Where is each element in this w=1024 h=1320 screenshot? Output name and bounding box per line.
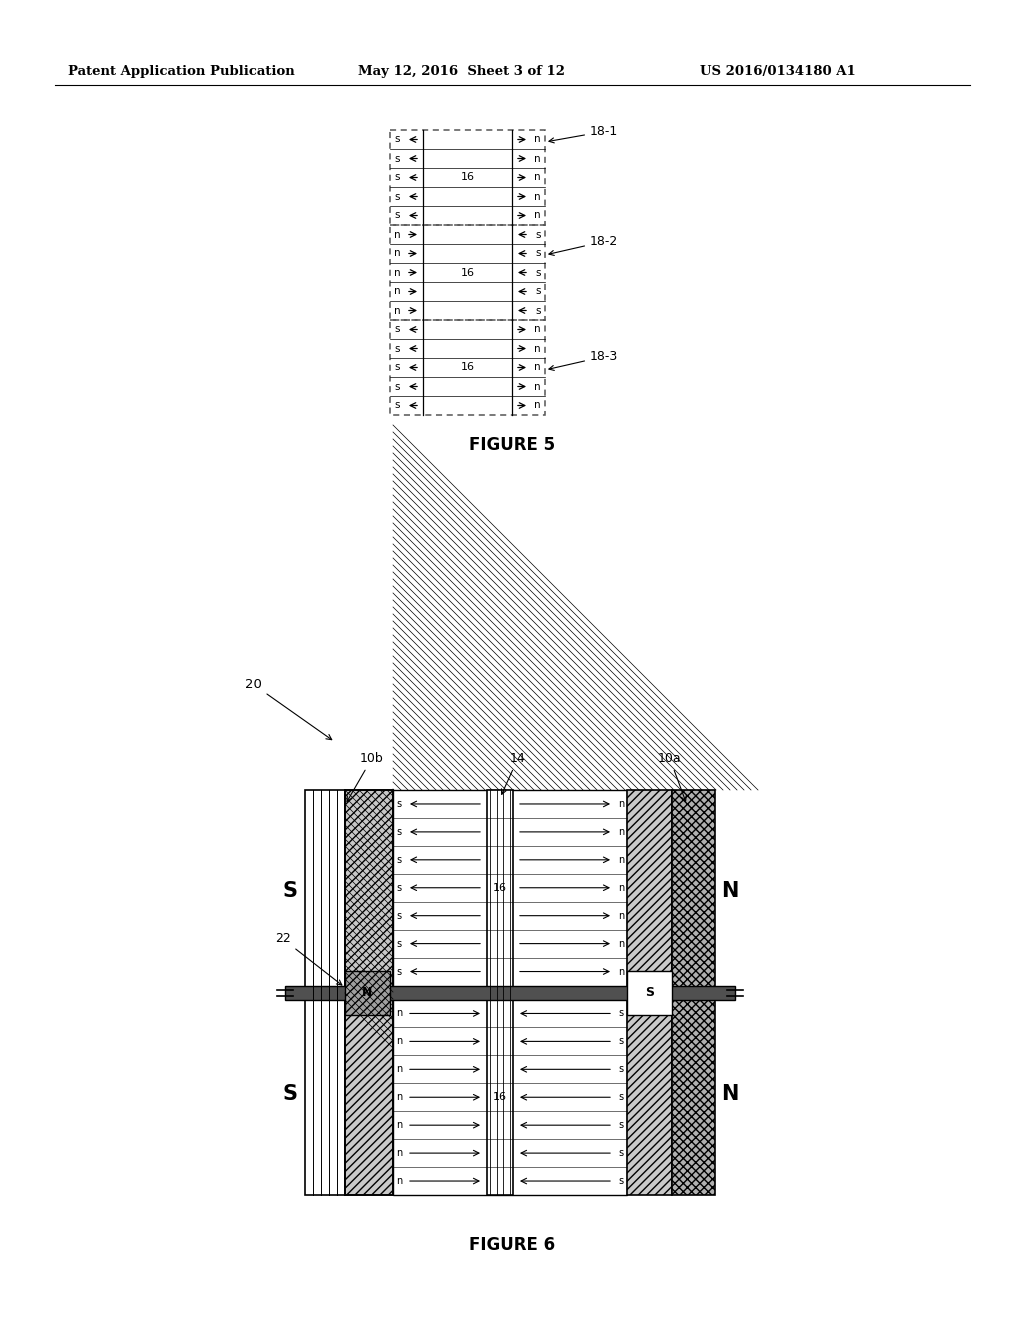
Bar xyxy=(393,789,627,1195)
Text: 18-1: 18-1 xyxy=(549,125,618,143)
Text: 20: 20 xyxy=(245,678,332,739)
Text: n: n xyxy=(396,1008,402,1019)
Text: 16: 16 xyxy=(493,883,507,892)
Text: US 2016/0134180 A1: US 2016/0134180 A1 xyxy=(700,66,856,78)
Text: s: s xyxy=(536,230,541,239)
Text: n: n xyxy=(396,1036,402,1047)
Text: n: n xyxy=(535,210,541,220)
Text: FIGURE 6: FIGURE 6 xyxy=(469,1236,555,1254)
Text: s: s xyxy=(396,883,401,892)
Text: s: s xyxy=(396,855,401,865)
Text: s: s xyxy=(394,363,399,372)
Text: n: n xyxy=(535,191,541,202)
Text: n: n xyxy=(394,305,400,315)
Text: 16: 16 xyxy=(461,268,474,277)
Text: s: s xyxy=(618,1121,624,1130)
Bar xyxy=(345,789,393,1195)
Text: s: s xyxy=(394,173,399,182)
Text: n: n xyxy=(394,268,400,277)
Text: 16: 16 xyxy=(461,173,474,182)
Text: N: N xyxy=(721,1084,738,1104)
Text: n: n xyxy=(396,1176,402,1187)
Text: S: S xyxy=(283,882,298,902)
Text: n: n xyxy=(617,855,624,865)
Text: 18-3: 18-3 xyxy=(549,350,618,371)
Text: s: s xyxy=(394,381,399,392)
Text: s: s xyxy=(394,210,399,220)
Text: n: n xyxy=(396,1092,402,1102)
Text: s: s xyxy=(396,799,401,809)
Text: s: s xyxy=(396,911,401,920)
Text: n: n xyxy=(535,325,541,334)
Text: s: s xyxy=(394,135,399,144)
Text: 10a: 10a xyxy=(658,752,686,801)
Text: S: S xyxy=(645,986,654,999)
Text: N: N xyxy=(362,986,373,999)
Text: s: s xyxy=(618,1092,624,1102)
Text: S: S xyxy=(283,1084,298,1104)
Text: n: n xyxy=(535,343,541,354)
Text: n: n xyxy=(535,363,541,372)
Text: 22: 22 xyxy=(275,932,342,985)
Text: s: s xyxy=(396,939,401,949)
Text: n: n xyxy=(617,939,624,949)
Text: s: s xyxy=(618,1008,624,1019)
Text: n: n xyxy=(617,799,624,809)
Text: n: n xyxy=(394,230,400,239)
Text: 16: 16 xyxy=(493,1092,507,1102)
Text: n: n xyxy=(394,248,400,259)
Text: n: n xyxy=(396,1121,402,1130)
Text: n: n xyxy=(394,286,400,297)
Text: n: n xyxy=(535,173,541,182)
Bar xyxy=(627,789,672,1195)
Bar xyxy=(345,789,393,1195)
Bar xyxy=(672,789,715,1195)
Text: n: n xyxy=(617,826,624,837)
Text: s: s xyxy=(394,153,399,164)
Text: s: s xyxy=(618,1064,624,1074)
Text: n: n xyxy=(535,153,541,164)
Text: n: n xyxy=(617,883,624,892)
Text: s: s xyxy=(396,966,401,977)
Text: s: s xyxy=(394,343,399,354)
Bar xyxy=(345,970,390,1015)
Bar xyxy=(305,789,345,1195)
Text: 14: 14 xyxy=(502,752,525,795)
Text: n: n xyxy=(535,135,541,144)
Text: Patent Application Publication: Patent Application Publication xyxy=(68,66,295,78)
Bar xyxy=(487,789,513,1195)
Text: s: s xyxy=(618,1148,624,1158)
Text: s: s xyxy=(536,248,541,259)
Text: n: n xyxy=(396,1148,402,1158)
Text: n: n xyxy=(535,400,541,411)
Text: s: s xyxy=(536,305,541,315)
Text: s: s xyxy=(394,400,399,411)
Text: FIGURE 5: FIGURE 5 xyxy=(469,436,555,454)
Text: s: s xyxy=(618,1176,624,1187)
Text: s: s xyxy=(396,826,401,837)
Text: May 12, 2016  Sheet 3 of 12: May 12, 2016 Sheet 3 of 12 xyxy=(358,66,565,78)
Text: N: N xyxy=(721,882,738,902)
Text: s: s xyxy=(394,325,399,334)
Text: n: n xyxy=(617,911,624,920)
Text: s: s xyxy=(618,1036,624,1047)
Text: s: s xyxy=(536,286,541,297)
Text: n: n xyxy=(535,381,541,392)
Bar xyxy=(285,986,735,999)
Text: s: s xyxy=(536,268,541,277)
Text: 10b: 10b xyxy=(347,752,384,801)
Bar xyxy=(627,970,672,1015)
Text: n: n xyxy=(396,1064,402,1074)
Text: s: s xyxy=(394,191,399,202)
Text: 18-2: 18-2 xyxy=(549,235,618,256)
Text: 16: 16 xyxy=(461,363,474,372)
Text: n: n xyxy=(617,966,624,977)
